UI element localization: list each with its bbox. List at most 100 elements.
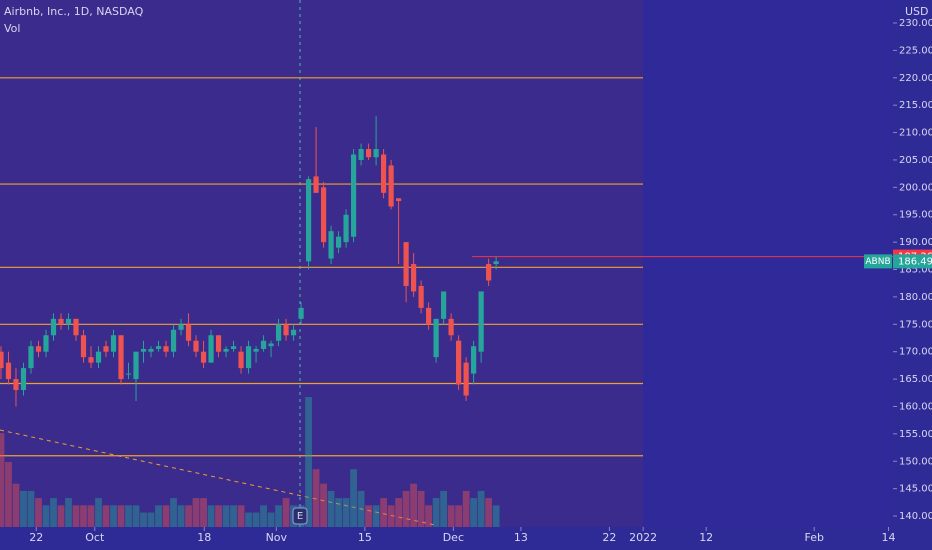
volume-bar xyxy=(207,505,215,527)
candle-body xyxy=(95,351,102,363)
candle-body xyxy=(80,335,87,358)
volume-bar xyxy=(57,505,65,527)
volume-bar xyxy=(200,498,207,527)
volume-bar xyxy=(312,469,320,527)
volume-bar xyxy=(72,505,80,527)
volume-bar xyxy=(20,490,27,527)
candle-body xyxy=(230,346,237,349)
last-price-label: 186.49 xyxy=(898,256,932,267)
volume-bar xyxy=(162,505,170,527)
volume-bar xyxy=(110,505,117,527)
y-tick-label: 155.00 xyxy=(899,429,932,440)
volume-bar xyxy=(320,483,327,527)
candle-body xyxy=(388,165,394,207)
symbol-box xyxy=(864,254,892,269)
volume-bar xyxy=(50,498,57,527)
candle-body xyxy=(411,264,417,292)
volume-bar xyxy=(447,505,455,527)
candle-body xyxy=(50,318,57,336)
candle-body xyxy=(365,149,372,158)
y-tick-label: 190.00 xyxy=(899,237,932,248)
volume-bar xyxy=(402,490,410,527)
candle-body xyxy=(403,242,409,286)
candle-body xyxy=(193,340,199,352)
volume-bar xyxy=(0,433,5,527)
y-tick-label: 185.00 xyxy=(899,265,932,276)
y-tick-label: 200.00 xyxy=(899,182,932,193)
candle-body xyxy=(350,154,357,237)
volume-bar xyxy=(102,505,110,527)
candle-body xyxy=(433,318,439,358)
candle-body xyxy=(73,318,79,336)
volume-bar xyxy=(485,498,493,527)
y-tick-label: 145.00 xyxy=(899,484,932,495)
volume-bar xyxy=(275,505,282,527)
price-axis xyxy=(893,0,932,550)
volume-bar xyxy=(417,490,425,527)
candle-body xyxy=(313,176,319,193)
volume-bar xyxy=(87,505,95,527)
volume-bar xyxy=(387,505,395,527)
volume-bar xyxy=(230,505,237,527)
candle-body xyxy=(170,329,177,352)
volume-bar xyxy=(425,505,433,527)
volume-bar xyxy=(147,512,155,527)
volume-bar xyxy=(252,512,260,527)
candle-body xyxy=(358,149,364,160)
candle-body xyxy=(103,346,109,352)
volume-bar xyxy=(42,505,50,527)
volume-bar xyxy=(35,498,42,527)
candle-body xyxy=(185,324,192,341)
candle-body xyxy=(441,291,447,319)
candle-body xyxy=(110,335,117,352)
candle-body xyxy=(20,368,27,391)
x-tick-label: 13 xyxy=(514,531,528,544)
volume-bar xyxy=(192,498,200,527)
volume-bar xyxy=(170,498,177,527)
x-tick-label: 22 xyxy=(602,531,616,544)
x-tick-label: 15 xyxy=(358,531,372,544)
candle-body xyxy=(463,362,469,396)
y-tick-label: 160.00 xyxy=(899,401,932,412)
volume-bar xyxy=(462,490,470,527)
y-tick-label: 170.00 xyxy=(899,347,932,358)
volume-bar xyxy=(335,498,342,527)
candle-body xyxy=(155,346,162,349)
candle-body xyxy=(58,318,64,325)
candle-body xyxy=(493,261,499,265)
candle-body xyxy=(0,351,4,369)
candle-body xyxy=(223,348,229,352)
volume-bar xyxy=(27,490,35,527)
x-tick-label: Dec xyxy=(443,531,464,544)
candle-body xyxy=(320,187,327,243)
volume-bar xyxy=(185,505,192,527)
y-tick-label: 225.00 xyxy=(899,45,932,56)
x-tick-label: 2022 xyxy=(629,531,657,544)
volume-bar xyxy=(282,498,290,527)
candle-body xyxy=(290,329,297,336)
volume-bar xyxy=(327,490,335,527)
candle-body xyxy=(5,362,12,380)
volume-bar xyxy=(350,469,357,527)
y-tick-label: 175.00 xyxy=(899,319,932,330)
candle-body xyxy=(215,335,222,352)
volume-bar xyxy=(5,462,12,527)
candle-body xyxy=(380,154,387,193)
candle-body xyxy=(208,335,214,363)
candle-body xyxy=(486,264,492,281)
candle-body xyxy=(65,318,72,325)
earnings-box xyxy=(292,507,308,525)
candle-body xyxy=(298,307,304,319)
candle-body xyxy=(283,324,289,336)
volume-bar xyxy=(245,512,252,527)
volume-bar xyxy=(222,505,230,527)
volume-bar xyxy=(395,498,402,527)
candle-body xyxy=(471,346,477,374)
future-area xyxy=(643,0,893,527)
y-tick-label: 210.00 xyxy=(899,128,932,139)
volume-bar xyxy=(260,505,267,527)
time-axis xyxy=(0,527,893,550)
volume-bar xyxy=(357,490,365,527)
candle-body xyxy=(478,291,484,352)
